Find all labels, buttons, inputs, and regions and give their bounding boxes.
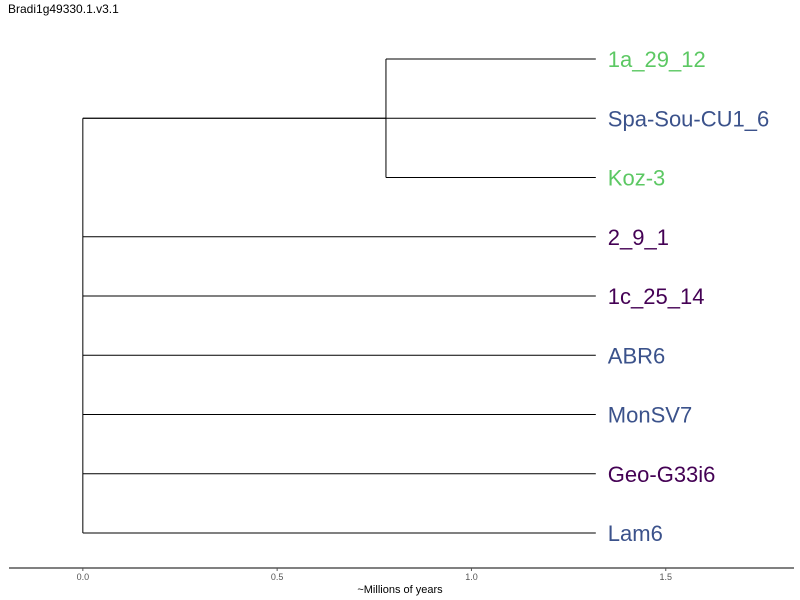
axis-ticks: 0.0 0.5 1.0 1.5 [77, 568, 672, 582]
tip-label: Spa-Sou-CU1_6 [608, 106, 769, 131]
axis-tick-label: 1.5 [659, 572, 672, 582]
tip-labels: 1a_29_12 Spa-Sou-CU1_6 Koz-3 2_9_1 1c_25_14 A… [608, 47, 769, 546]
axis-tick-label: 0.5 [271, 572, 284, 582]
axis-title: ~Millions of years [357, 584, 443, 596]
tip-label: MonSV7 [608, 403, 692, 428]
tip-label: Koz-3 [608, 166, 665, 191]
tip-label: ABR6 [608, 343, 665, 368]
axis-tick-label: 0.0 [77, 572, 90, 582]
tip-label: Lam6 [608, 521, 663, 546]
tree-branches [82, 58, 596, 534]
tip-label: 2_9_1 [608, 225, 669, 250]
plot-title: Bradi1g49330.1.v3.1 [8, 2, 119, 16]
tip-label: Geo-G33i6 [608, 462, 716, 487]
tip-label: 1c_25_14 [608, 284, 705, 309]
time-axis: 0.0 0.5 1.0 1.5 ~Millions of years [9, 567, 794, 596]
axis-tick-label: 1.0 [465, 572, 478, 582]
tip-label: 1a_29_12 [608, 47, 706, 72]
